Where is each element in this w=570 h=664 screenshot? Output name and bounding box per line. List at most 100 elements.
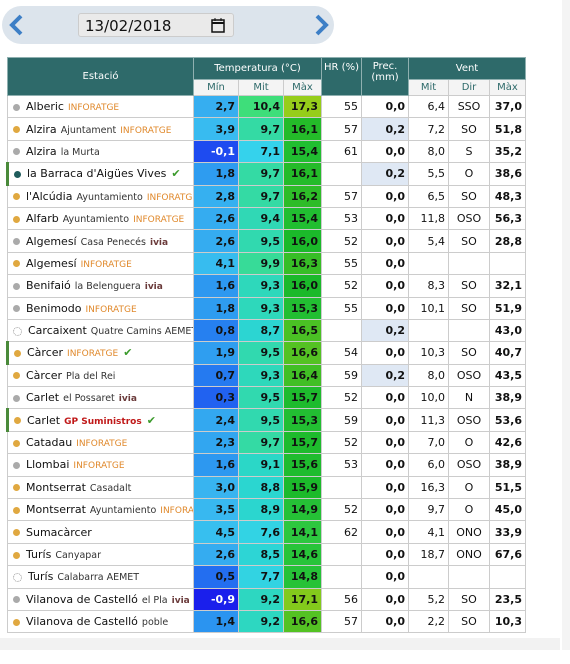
temp-cell: 16,3 (283, 251, 322, 276)
temp-cell: 16,4 (283, 363, 322, 388)
station-source: INFORATGE (73, 461, 125, 472)
station-source: INFORATGE (146, 192, 194, 203)
temp-cell: 0,7 (193, 363, 239, 388)
temp-cell: 16,1 (283, 162, 322, 186)
temp-cell: 1,6 (193, 453, 239, 477)
temp-cell: 14,6 (283, 542, 322, 567)
prec-cell: 0,0 (361, 206, 409, 231)
hr-cell (321, 565, 362, 589)
wind-mean-cell: 18,7 (408, 542, 449, 567)
wind-max-cell: 35,2 (489, 139, 526, 164)
wind-max-cell: 48,3 (489, 184, 526, 208)
weather-table: Estació Temperatura (°C) HR (%) Prec. (mm) V… (6, 57, 526, 634)
hr-cell (321, 542, 362, 567)
temp-cell: 9,5 (238, 341, 284, 365)
hr-cell: 54 (321, 341, 362, 365)
wind-mean-cell: 2,2 (408, 609, 449, 634)
table-row: l'Alcúdia Ayuntamiento INFORATGE 2,8 9,7 16,2… (7, 184, 526, 208)
hr-cell (321, 162, 362, 186)
station-cell: Alberic INFORATGE (7, 94, 194, 119)
wind-dir-cell: SO (448, 296, 490, 320)
station-source: ivia (144, 282, 163, 293)
station-cell: Vilanova de Castelló el Pla ivia (7, 587, 194, 611)
wind-mean-cell (408, 565, 449, 589)
hr-cell: 59 (321, 363, 362, 388)
hr-cell: 62 (321, 520, 362, 544)
wind-dir-cell: O (448, 430, 490, 455)
date-text: 13/02/2018 (85, 17, 172, 35)
horizontal-scrollbar[interactable] (0, 638, 560, 650)
table-row: Montserrat Casadalt 3,0 8,8 15,9 0,0 16,3 O 51,5 (7, 475, 526, 500)
wind-dir-cell: S (448, 139, 490, 164)
station-name: Turís (26, 548, 52, 561)
wind-dir-cell: OSO (448, 408, 490, 432)
prec-cell: 0,2 (361, 318, 409, 343)
station-dot (13, 260, 20, 268)
station-dot (13, 596, 20, 604)
wind-mean-cell: 10,1 (408, 296, 449, 320)
temp-cell: 7,1 (238, 139, 284, 164)
prev-day[interactable] (8, 14, 24, 36)
station-sub: Ayuntamiento (76, 191, 143, 203)
station-name: Alzira (26, 122, 57, 136)
wind-mean-cell: 11,3 (408, 408, 449, 432)
wind-max-cell: 42,6 (489, 430, 526, 455)
station-cell: Algemesí INFORATGE (7, 251, 194, 276)
temp-cell: 9,5 (238, 229, 284, 253)
hr-cell: 57 (321, 117, 362, 141)
station-dot (13, 484, 20, 492)
station-sub: Calabarra AEMET (57, 572, 140, 584)
header-cell: Prec. (mm) (361, 57, 409, 96)
temp-cell: 15,7 (283, 386, 322, 410)
wind-mean-cell: 5,4 (408, 229, 449, 253)
hr-cell (321, 475, 362, 500)
hr-cell: 53 (321, 206, 362, 231)
table-row: Càrcer Pla del Rei 0,7 9,3 16,4 59 0,2 8,0 OSO 43… (7, 363, 526, 388)
temp-cell: 9,4 (238, 206, 284, 231)
verified-check: ✔ (123, 346, 133, 360)
calendar-icon[interactable] (211, 18, 225, 33)
wind-max-cell: 53,6 (489, 408, 526, 432)
table-row: Turís Calabarra AEMET 0,5 7,7 14,8 0,0 (7, 565, 526, 589)
temp-cell: 9,2 (238, 609, 284, 634)
prec-cell: 0,0 (361, 542, 409, 567)
wind-mean-cell: 8,3 (408, 274, 449, 298)
wind-dir-cell: N (448, 386, 490, 410)
station-source: GP Suministros (64, 416, 142, 427)
temp-cell: 2,6 (193, 206, 239, 231)
station-cell: Càrcer Pla del Rei (7, 363, 194, 388)
station-source: INFORATGE (67, 103, 120, 114)
table-row: Carlet el Possaret ivia 0,3 9,5 15,7 52 0,0 10,0… (7, 386, 526, 410)
wind-mean-cell: 10,0 (408, 386, 449, 410)
temp-cell: 0,8 (193, 318, 239, 343)
temp-cell: 9,7 (238, 430, 284, 455)
temp-cell: 9,1 (238, 453, 284, 477)
vertical-scrollbar[interactable] (562, 0, 570, 650)
temp-cell: 9,5 (238, 408, 284, 432)
hr-cell: 52 (321, 229, 362, 253)
station-dot (13, 305, 20, 313)
station-cell: Càrcer INFORATGE ✔ (6, 341, 194, 365)
station-name: Benifaió (26, 279, 71, 293)
prec-cell: 0,0 (361, 498, 409, 522)
temp-cell: 14,9 (283, 498, 322, 522)
wind-mean-cell: 6,4 (408, 94, 449, 119)
temp-cell: 9,7 (238, 162, 284, 186)
table-row: Llombai INFORATGE 1,6 9,1 15,6 53 0,0 6,0 OSO 38,… (7, 453, 526, 477)
station-source: ivia (118, 394, 137, 405)
temp-cell: 10,4 (238, 94, 284, 119)
wind-max-cell: 51,8 (489, 117, 526, 141)
header-cell: Mit (238, 79, 284, 96)
next-day[interactable] (314, 14, 330, 36)
date-input[interactable]: 13/02/2018 (78, 13, 234, 37)
wind-dir-cell: SO (448, 229, 490, 253)
station-dot (13, 394, 20, 402)
temp-cell: 8,7 (238, 318, 284, 343)
wind-mean-cell: 8,0 (408, 139, 449, 164)
wind-mean-cell: 10,3 (408, 341, 449, 365)
station-source: ivia (171, 595, 190, 606)
temp-cell: 15,4 (283, 206, 322, 231)
station-sub: la Belenguera (74, 281, 141, 293)
temp-cell: 2,4 (193, 408, 239, 432)
station-cell: l'Alcúdia Ayuntamiento INFORATGE (7, 184, 194, 208)
